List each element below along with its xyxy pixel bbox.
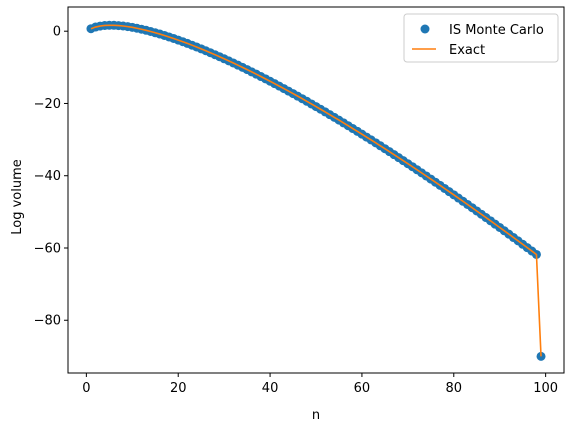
y-tick-label: −80: [34, 314, 61, 329]
x-tick-label: 100: [533, 381, 558, 396]
y-tick-label: 0: [53, 25, 61, 40]
legend-label-is-monte-carlo: IS Monte Carlo: [449, 23, 544, 38]
y-tick-label: −40: [34, 169, 61, 184]
y-tick-label: −60: [34, 241, 61, 256]
plot-frame: [67, 6, 565, 374]
y-axis-label: Log volume: [10, 159, 25, 235]
x-tick-label: 20: [170, 381, 187, 396]
legend: IS Monte Carlo Exact: [403, 13, 559, 63]
x-tick-label: 60: [354, 381, 371, 396]
x-axis-ticks: 0 20 40 60 80 100: [82, 373, 558, 396]
legend-box: [403, 13, 559, 63]
legend-marker-is-monte-carlo: [420, 24, 430, 34]
exact-line: [90, 24, 542, 357]
y-axis-ticks: 0 −20 −40 −60 −80: [34, 25, 68, 329]
plot-area: [86, 20, 546, 361]
x-tick-label: 0: [82, 381, 90, 396]
y-tick-label: −20: [34, 97, 61, 112]
x-tick-label: 40: [262, 381, 279, 396]
x-axis-label: n: [312, 408, 320, 423]
x-tick-label: 80: [446, 381, 463, 396]
legend-label-exact: Exact: [449, 43, 485, 58]
